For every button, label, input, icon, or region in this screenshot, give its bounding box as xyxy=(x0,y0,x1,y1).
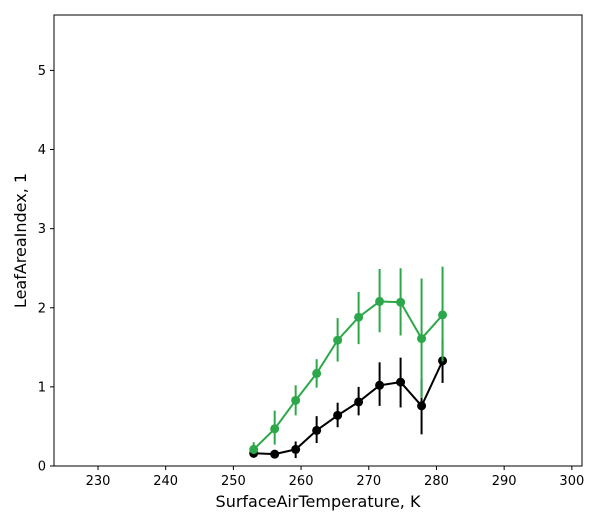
data-point xyxy=(417,334,427,344)
data-point xyxy=(312,368,322,378)
data-point xyxy=(396,377,406,387)
data-point xyxy=(354,397,364,407)
plot-frame xyxy=(53,14,583,467)
y-axis-label: LeafAreaIndex, 1 xyxy=(11,173,30,308)
x-axis-ticks: 230 240 250 260 270 280 290 300 xyxy=(86,466,584,489)
y-tick-label: 0 xyxy=(38,460,46,475)
data-point xyxy=(396,297,406,307)
data-point xyxy=(438,310,448,320)
x-tick-label: 290 xyxy=(492,474,517,489)
x-tick-label: 230 xyxy=(86,474,111,489)
data-point xyxy=(291,444,301,454)
data-point xyxy=(291,395,301,405)
x-tick-label: 280 xyxy=(424,474,449,489)
y-tick-label: 5 xyxy=(38,64,46,79)
data-point xyxy=(375,380,385,390)
data-point xyxy=(417,401,427,411)
series-2 xyxy=(249,266,448,455)
series-line xyxy=(252,300,444,451)
data-point xyxy=(312,425,322,435)
data-point xyxy=(249,444,259,454)
x-tick-label: 250 xyxy=(221,474,246,489)
series-layer xyxy=(249,266,448,459)
data-point xyxy=(333,410,343,420)
x-tick-label: 260 xyxy=(289,474,314,489)
x-tick-label: 300 xyxy=(559,474,584,489)
data-point xyxy=(270,424,280,434)
y-axis-ticks: 0 1 2 3 4 5 xyxy=(38,64,54,475)
y-tick-label: 1 xyxy=(38,380,46,395)
data-point xyxy=(333,335,343,345)
y-tick-label: 4 xyxy=(38,143,46,158)
x-axis-label: SurfaceAirTemperature, K xyxy=(216,492,421,511)
series-1 xyxy=(249,339,448,459)
x-tick-label: 240 xyxy=(153,474,178,489)
data-point xyxy=(354,312,364,322)
series-line xyxy=(253,360,444,456)
x-tick-label: 270 xyxy=(356,474,381,489)
data-point xyxy=(375,296,385,306)
data-point xyxy=(270,449,280,459)
y-tick-label: 2 xyxy=(38,301,46,316)
y-tick-label: 3 xyxy=(38,222,46,237)
